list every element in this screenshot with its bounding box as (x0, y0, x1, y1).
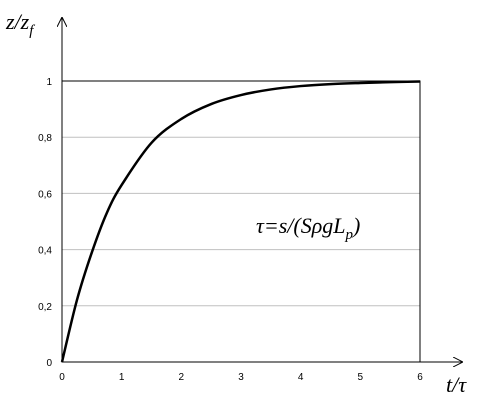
x-tick-label: 3 (238, 372, 244, 383)
x-tick-label: 1 (119, 372, 125, 383)
y-tick-label: 0,6 (38, 189, 52, 200)
x-tick-labels: 0 1 2 3 4 5 6 (59, 372, 423, 383)
x-tick-label: 5 (358, 372, 364, 383)
x-tick-label: 4 (298, 372, 304, 383)
y-tick-label: 0,2 (38, 302, 52, 313)
tau-formula-suffix: ) (351, 213, 360, 238)
y-tick-labels: 0 0,2 0,4 0,6 0,8 1 (38, 77, 52, 369)
plot-area-frame (61, 80, 421, 363)
grid-lines (62, 136, 420, 307)
x-tick-label: 6 (417, 372, 423, 383)
y-tick-label: 0,4 (38, 246, 52, 257)
y-axis-label-subscript: f (29, 23, 35, 39)
x-axis-label: t/τ (446, 372, 467, 397)
y-axis-label: z/zf (5, 9, 35, 39)
y-tick-label: 0,8 (38, 133, 52, 144)
tau-formula: τ=s/(SρgLp) (256, 213, 360, 243)
y-tick-label: 1 (46, 77, 52, 88)
y-tick-label: 0 (46, 358, 52, 369)
tau-formula-main: τ=s/(SρgL (256, 213, 346, 238)
tau-formula-subscript: p (345, 227, 354, 243)
y-axis-label-main: z/z (5, 9, 30, 34)
x-tick-label: 0 (59, 372, 65, 383)
series-line (60, 80, 421, 363)
x-tick-label: 2 (179, 372, 185, 383)
